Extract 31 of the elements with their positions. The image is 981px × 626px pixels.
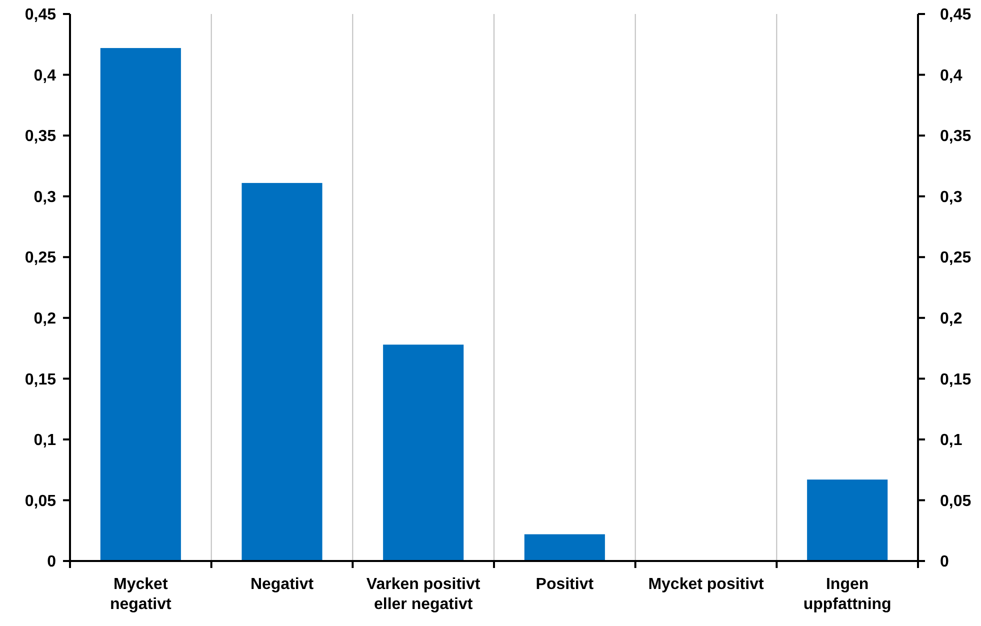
- bar: [524, 534, 605, 561]
- y2-tick-label: 0: [940, 554, 949, 571]
- y2-tick-label: 0,45: [940, 6, 972, 24]
- y-tick-label: 0: [47, 554, 56, 571]
- x-tick-label: Varken positivt eller negativt: [366, 576, 481, 613]
- y2-tick-label: 0,1: [940, 432, 962, 450]
- bar: [242, 182, 322, 561]
- y2-tick-label: 0,15: [940, 371, 972, 388]
- y-tick-label: 0,05: [24, 492, 56, 510]
- y2-tick-label: 0,4: [940, 67, 962, 84]
- x-tick-label: Ingen uppfattning: [803, 576, 892, 613]
- y-tick-label: 0,25: [24, 250, 56, 267]
- y-tick-label: 0,4: [34, 67, 56, 84]
- y-tick-label: 0,2: [34, 310, 56, 328]
- x-tick-label: Mycket negativt: [110, 576, 172, 613]
- y2-tick-label: 0,35: [940, 128, 972, 146]
- y2-tick-label: 0,05: [940, 492, 972, 510]
- y2-tick-label: 0,3: [940, 188, 962, 206]
- x-tick-label: Positivt: [536, 576, 594, 593]
- y-tick-label: 0,45: [24, 6, 56, 24]
- bar: [807, 480, 888, 561]
- bar: [383, 344, 464, 561]
- y-tick-label: 0,1: [34, 432, 56, 450]
- y2-tick-label: 0,25: [940, 250, 972, 267]
- y-tick-label: 0,15: [24, 371, 56, 388]
- y-tick-label: 0,3: [34, 188, 56, 206]
- x-tick-label: Mycket positivt: [648, 576, 764, 593]
- y-tick-label: 0,35: [24, 128, 56, 146]
- x-tick-label: Negativt: [250, 576, 314, 593]
- bar: [100, 48, 181, 561]
- y2-tick-label: 0,2: [940, 310, 962, 328]
